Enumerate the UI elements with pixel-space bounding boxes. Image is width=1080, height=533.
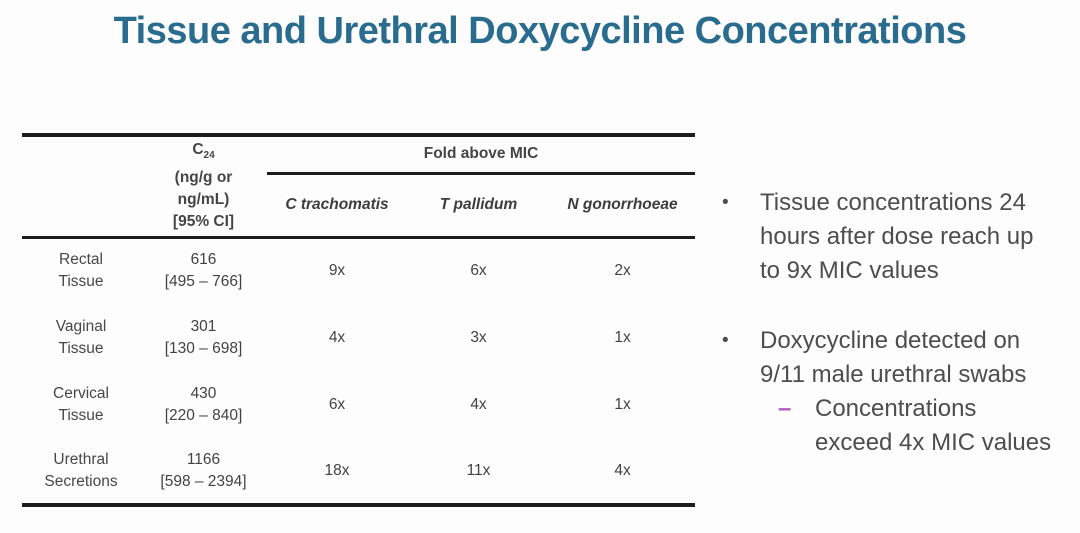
c24-value-cell: 1166 [598 – 2394]: [160, 450, 247, 490]
c24-units-line1: (ng/g or: [174, 169, 233, 187]
slide-title: Tissue and Urethral Doxycycline Concentr…: [113, 10, 967, 52]
table-group-header-row: C24 (ng/g or ng/mL) [95% CI] Fold above …: [22, 135, 696, 239]
tp-fold-cell: 3x: [470, 328, 487, 346]
column-header-t-pallidum: T pallidum: [407, 173, 550, 239]
notes-panel: • Tissue concentrations 24 hours after d…: [722, 186, 1074, 460]
ng-fold-cell: 1x: [614, 328, 631, 346]
row-label: Rectal Tissue: [58, 251, 104, 291]
dash-icon: –: [778, 395, 792, 422]
c24-value-cell: 301 [130 – 698]: [164, 317, 243, 357]
table-row-vaginal-tissue: Vaginal Tissue 301 [130 – 698] 4x 3x 1x: [22, 304, 695, 371]
fold-above-mic-header: Fold above MIC: [267, 135, 696, 175]
table-row-cervical-tissue: Cervical Tissue 430 [220 – 840] 6x 4x 1x: [22, 371, 695, 438]
c24-value-cell: 430 [220 – 840]: [164, 384, 243, 424]
bullet-text: Doxycycline detected on 9/11 male urethr…: [760, 324, 1074, 460]
table-species-header-row: C trachomatis T pallidum N gonorrhoeae: [22, 173, 696, 239]
ng-fold-cell: 4x: [614, 461, 631, 479]
bullet-tissue-concentrations: • Tissue concentrations 24 hours after d…: [722, 186, 1074, 288]
c24-symbol: C24: [192, 141, 215, 162]
row-label: Urethral Secretions: [44, 450, 118, 490]
sub-bullet-text: Concentrations exceed 4x MIC values: [815, 395, 1052, 456]
bullet-dot-icon: •: [722, 330, 729, 351]
bullet-doxycycline-detected: • Doxycycline detected on 9/11 male uret…: [722, 324, 1074, 460]
c24-units-line2: ng/mL): [177, 191, 230, 209]
ng-fold-cell: 2x: [614, 262, 631, 280]
ct-fold-cell: 18x: [324, 461, 350, 479]
c24-header-cell: C24 (ng/g or ng/mL) [95% CI]: [140, 135, 267, 239]
row-label: Vaginal Tissue: [55, 317, 107, 357]
table-row-rectal-tissue: Rectal Tissue 616 [495 – 766] 9x 6x 2x: [22, 237, 695, 304]
ng-fold-cell: 1x: [614, 395, 631, 413]
tp-fold-cell: 6x: [470, 262, 487, 280]
c24-value-cell: 616 [495 – 766]: [164, 251, 243, 291]
sub-bullet-concentrations-exceed: – Concentrations exceed 4x MIC values: [778, 392, 1074, 460]
tp-fold-cell: 4x: [470, 395, 487, 413]
table-corner-cell: [22, 135, 140, 239]
bullet-dot-icon: •: [722, 192, 729, 213]
table-row-urethral-secretions: Urethral Secretions 1166 [598 – 2394] 18x …: [22, 438, 695, 505]
row-label: Cervical Tissue: [53, 384, 109, 424]
c24-ci-label: [95% CI]: [172, 213, 235, 231]
ct-fold-cell: 9x: [328, 262, 346, 280]
tp-fold-cell: 11x: [466, 461, 491, 479]
ct-fold-cell: 4x: [328, 328, 346, 346]
bullet-text: Tissue concentrations 24 hours after dos…: [760, 189, 1034, 284]
concentration-table: C24 (ng/g or ng/mL) [95% CI] Fold above …: [22, 133, 696, 507]
column-header-c-trachomatis: C trachomatis: [267, 173, 407, 239]
ct-fold-cell: 6x: [328, 395, 346, 413]
column-header-n-gonorrhoeae: N gonorrhoeae: [550, 173, 696, 239]
